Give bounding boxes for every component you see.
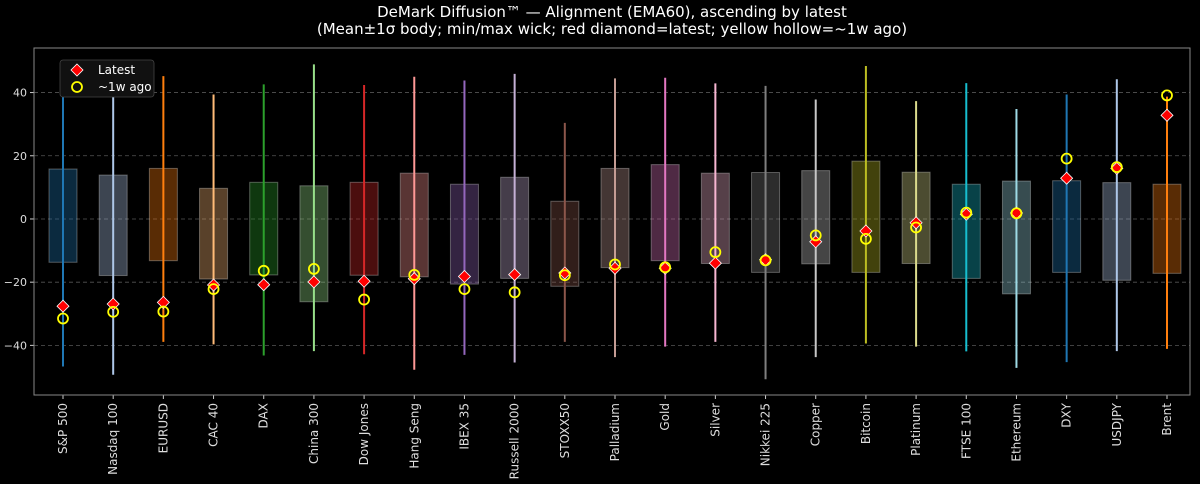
week-ago-marker-3 xyxy=(207,283,220,296)
x-tick-label: Copper xyxy=(809,403,823,446)
x-tick-label: Nikkei 225 xyxy=(759,403,773,466)
week-ago-marker-22 xyxy=(1161,89,1173,102)
y-tick-label: −20 xyxy=(4,276,27,289)
x-tick-label: Palladium xyxy=(608,403,622,461)
y-tick-label: 40 xyxy=(13,87,27,100)
x-tick-label: Gold xyxy=(658,403,672,431)
x-tick-label: Nasdaq 100 xyxy=(106,403,120,475)
week-ago-marker-13 xyxy=(709,246,722,259)
x-tick-label: EURUSD xyxy=(156,403,170,453)
latest-marker-6 xyxy=(357,274,371,288)
x-tick-label: FTSE 100 xyxy=(959,403,973,459)
latest-marker-1 xyxy=(106,297,120,311)
week-ago-marker-12 xyxy=(659,261,672,274)
week-ago-marker-17 xyxy=(910,221,922,234)
legend-latest-label: Latest xyxy=(98,63,135,77)
week-ago-marker-1 xyxy=(107,305,120,318)
legend-week-ago-circle-icon xyxy=(71,81,83,93)
legend: Latest ~1w ago xyxy=(59,59,155,98)
x-tick-label: Dow Jones xyxy=(357,403,371,465)
y-tick-label: 0 xyxy=(20,213,27,226)
grid xyxy=(34,92,1190,346)
latest-marker-20 xyxy=(1060,171,1074,185)
week-ago-marker-4 xyxy=(257,264,270,277)
latest-marker-8 xyxy=(457,269,472,284)
chart-title: DeMark Diffusion™ — Alignment (EMA60), a… xyxy=(377,3,847,21)
x-tick-label: CAC 40 xyxy=(207,403,221,447)
x-tick-label: DXY xyxy=(1060,402,1074,427)
x-tick-label: IBEX 35 xyxy=(457,403,471,450)
x-tick-label: Bitcoin xyxy=(859,403,873,444)
x-tick-label: DAX xyxy=(257,403,271,428)
latest-marker-4 xyxy=(257,278,271,292)
latest-marker-9 xyxy=(508,268,522,282)
x-tick-label: Platinum xyxy=(909,403,923,456)
legend-week-ago-label: ~1w ago xyxy=(98,80,152,94)
week-ago-marker-11 xyxy=(609,258,621,271)
week-ago-marker-20 xyxy=(1060,152,1073,165)
latest-marker-5 xyxy=(307,275,321,289)
y-tick-label: 20 xyxy=(13,150,27,163)
latest-marker-13 xyxy=(708,256,722,270)
week-ago-marker-5 xyxy=(308,263,320,275)
latest-marker-2 xyxy=(156,295,170,309)
x-tick-label: Russell 2000 xyxy=(508,403,522,479)
week-ago-marker-0 xyxy=(57,312,69,325)
week-ago-marker-19 xyxy=(1010,207,1023,220)
x-tick-label: USDJPY xyxy=(1110,402,1124,446)
plot-marks xyxy=(48,64,1182,380)
week-ago-marker-7 xyxy=(408,269,421,281)
x-tick-label: Hang Seng xyxy=(407,403,421,469)
x-axis: S&P 500 Nasdaq 100 EURUSD CAC 40 DAX China 30… xyxy=(56,395,1174,479)
y-axis: −40 −20 0 20 40 xyxy=(4,87,34,352)
y-tick-label: −40 xyxy=(4,339,27,352)
x-tick-label: Silver xyxy=(708,403,722,437)
legend-latest-diamond-icon xyxy=(70,63,84,77)
x-tick-label: S&P 500 xyxy=(56,403,70,454)
latest-marker-22 xyxy=(1160,108,1174,122)
latest-marker-0 xyxy=(56,299,70,313)
week-ago-marker-14 xyxy=(759,254,772,267)
chart-subtitle: (Mean±1σ body; min/max wick; red diamond… xyxy=(317,20,907,38)
week-ago-marker-9 xyxy=(508,286,521,299)
week-ago-marker-21 xyxy=(1110,161,1123,174)
week-ago-marker-10 xyxy=(558,269,571,282)
week-ago-marker-2 xyxy=(157,305,170,318)
week-ago-marker-15 xyxy=(809,229,822,242)
week-ago-marker-16 xyxy=(860,232,872,245)
x-tick-label: China 300 xyxy=(307,403,321,464)
week-ago-marker-18 xyxy=(960,206,973,219)
x-tick-label: Brent xyxy=(1160,403,1174,436)
plot-frame xyxy=(33,47,1191,396)
week-ago-marker-8 xyxy=(458,283,471,296)
x-tick-label: Ethereum xyxy=(1009,403,1023,462)
x-tick-label: STOXX50 xyxy=(558,403,572,458)
week-ago-marker-6 xyxy=(358,293,370,306)
